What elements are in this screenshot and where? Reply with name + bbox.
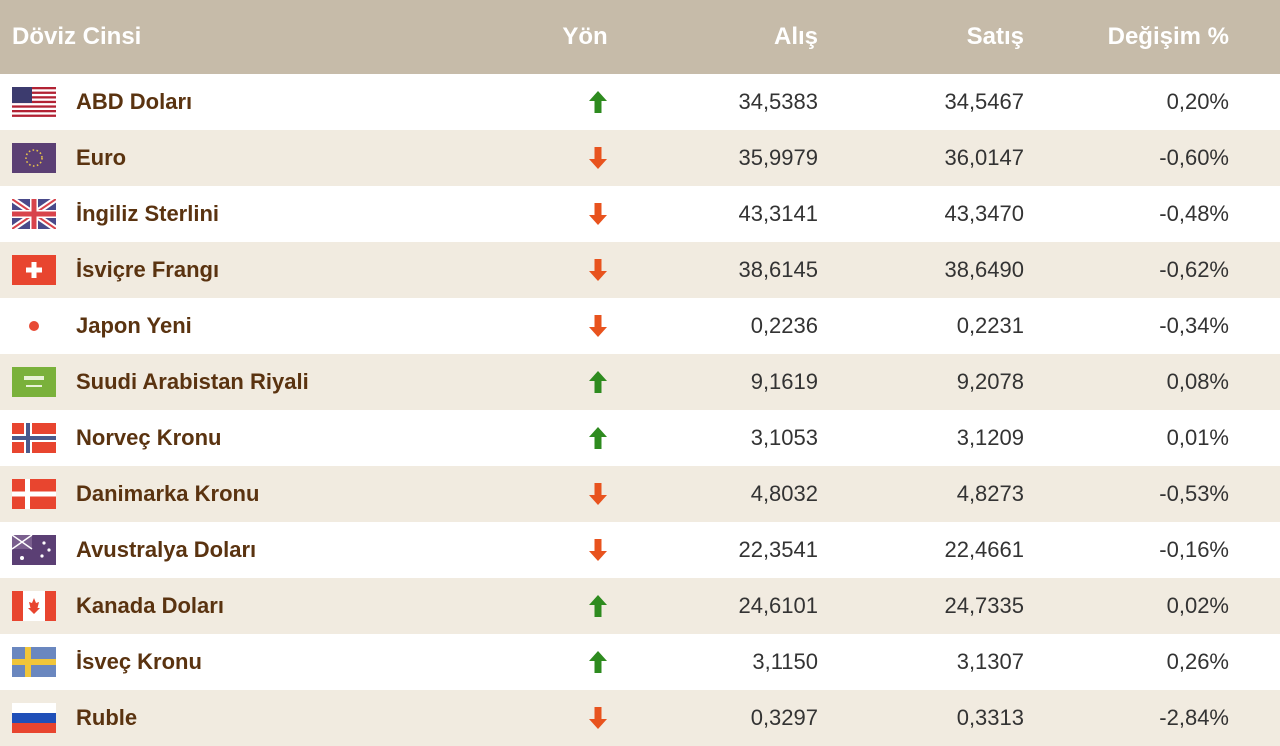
sell-value: 24,7335 bbox=[944, 593, 1024, 618]
header-currency[interactable]: Döviz Cinsi bbox=[12, 23, 142, 50]
buy-value: 35,9979 bbox=[738, 145, 818, 170]
table-row[interactable]: Japon Yeni 0,2236 0,2231 -0,34% bbox=[0, 298, 1280, 354]
arrow-up-icon bbox=[580, 410, 616, 466]
sell-value: 22,4661 bbox=[944, 537, 1024, 562]
currency-name[interactable]: İngiliz Sterlini bbox=[76, 201, 220, 226]
russia-flag-icon bbox=[12, 690, 56, 746]
table-row[interactable]: Avustralya Doları 22,3541 22,4661 -0,16% bbox=[0, 522, 1280, 578]
currency-name[interactable]: İsviçre Frangı bbox=[76, 257, 220, 282]
sell-value: 3,1307 bbox=[956, 649, 1024, 674]
currency-name[interactable]: Kanada Doları bbox=[76, 593, 224, 618]
change-value: -0,16% bbox=[1159, 537, 1229, 562]
table-row[interactable]: Suudi Arabistan Riyali 9,1619 9,2078 0,0… bbox=[0, 354, 1280, 410]
buy-value: 3,1053 bbox=[750, 425, 818, 450]
table-row[interactable]: İsveç Kronu 3,1150 3,1307 0,26% bbox=[0, 634, 1280, 690]
sell-value: 38,6490 bbox=[944, 257, 1024, 282]
change-value: 0,20% bbox=[1166, 89, 1229, 114]
arrow-down-icon bbox=[580, 130, 616, 186]
sweden-flag-icon bbox=[12, 634, 56, 690]
table-row[interactable]: ABD Doları 34,5383 34,5467 0,20% bbox=[0, 74, 1280, 130]
arrow-down-icon bbox=[580, 522, 616, 578]
currency-name[interactable]: Avustralya Doları bbox=[76, 537, 257, 562]
switzerland-flag-icon bbox=[12, 242, 56, 298]
sell-value: 9,2078 bbox=[956, 369, 1024, 394]
change-value: -0,62% bbox=[1159, 257, 1229, 282]
arrow-down-icon bbox=[580, 298, 616, 354]
buy-value: 43,3141 bbox=[738, 201, 818, 226]
table-header: Döviz Cinsi Yön Alış Satış Değişim % bbox=[0, 0, 1280, 74]
sell-value: 34,5467 bbox=[944, 89, 1024, 114]
australia-flag-icon bbox=[12, 522, 56, 578]
change-value: 0,26% bbox=[1166, 649, 1229, 674]
table-row[interactable]: İsviçre Frangı 38,6145 38,6490 -0,62% bbox=[0, 242, 1280, 298]
arrow-up-icon bbox=[580, 74, 616, 130]
header-sell[interactable]: Satış bbox=[966, 23, 1024, 50]
sell-value: 0,3313 bbox=[956, 705, 1024, 730]
currency-name[interactable]: İsveç Kronu bbox=[76, 649, 202, 674]
buy-value: 24,6101 bbox=[738, 593, 818, 618]
buy-value: 38,6145 bbox=[738, 257, 818, 282]
header-direction[interactable]: Yön bbox=[562, 23, 608, 50]
change-value: -0,34% bbox=[1159, 313, 1229, 338]
table-row[interactable]: Ruble 0,3297 0,3313 -2,84% bbox=[0, 690, 1280, 746]
arrow-down-icon bbox=[580, 242, 616, 298]
buy-value: 3,1150 bbox=[752, 649, 818, 674]
change-value: 0,02% bbox=[1166, 593, 1229, 618]
buy-value: 4,8032 bbox=[750, 481, 818, 506]
change-value: -0,60% bbox=[1159, 145, 1229, 170]
currency-name[interactable]: Danimarka Kronu bbox=[76, 481, 260, 506]
table-row[interactable]: Euro 35,9979 36,0147 -0,60% bbox=[0, 130, 1280, 186]
arrow-down-icon bbox=[580, 186, 616, 242]
change-value: -0,53% bbox=[1159, 481, 1229, 506]
table-row[interactable]: Danimarka Kronu 4,8032 4,8273 -0,53% bbox=[0, 466, 1280, 522]
norway-flag-icon bbox=[12, 410, 56, 466]
sell-value: 4,8273 bbox=[956, 481, 1024, 506]
arrow-down-icon bbox=[580, 690, 616, 746]
japan-flag-icon bbox=[12, 298, 56, 354]
table-row[interactable]: Norveç Kronu 3,1053 3,1209 0,01% bbox=[0, 410, 1280, 466]
currency-name[interactable]: Ruble bbox=[76, 705, 138, 730]
change-value: -0,48% bbox=[1159, 201, 1229, 226]
arrow-up-icon bbox=[580, 578, 616, 634]
canada-flag-icon bbox=[12, 578, 56, 634]
currency-name[interactable]: Norveç Kronu bbox=[76, 425, 222, 450]
eu-flag-icon bbox=[12, 130, 56, 186]
buy-value: 34,5383 bbox=[738, 89, 818, 114]
buy-value: 9,1619 bbox=[750, 369, 818, 394]
currency-name[interactable]: Suudi Arabistan Riyali bbox=[76, 369, 309, 394]
table-row[interactable]: Kanada Doları 24,6101 24,7335 0,02% bbox=[0, 578, 1280, 634]
currency-name[interactable]: Euro bbox=[76, 145, 127, 170]
buy-value: 0,2236 bbox=[750, 313, 818, 338]
buy-value: 0,3297 bbox=[750, 705, 818, 730]
sell-value: 36,0147 bbox=[944, 145, 1024, 170]
change-value: -2,84% bbox=[1159, 705, 1229, 730]
uk-flag-icon bbox=[12, 186, 56, 242]
saudi-arabia-flag-icon bbox=[12, 354, 56, 410]
header-buy[interactable]: Alış bbox=[773, 23, 818, 50]
sell-value: 43,3470 bbox=[944, 201, 1024, 226]
currency-name[interactable]: ABD Doları bbox=[76, 89, 193, 114]
denmark-flag-icon bbox=[12, 466, 56, 522]
sell-value: 3,1209 bbox=[956, 425, 1024, 450]
arrow-up-icon bbox=[580, 354, 616, 410]
currency-name[interactable]: Japon Yeni bbox=[76, 313, 192, 338]
table-row[interactable]: İngiliz Sterlini 43,3141 43,3470 -0,48% bbox=[0, 186, 1280, 242]
arrow-up-icon bbox=[580, 634, 616, 690]
arrow-down-icon bbox=[580, 466, 616, 522]
change-value: 0,01% bbox=[1166, 425, 1229, 450]
change-value: 0,08% bbox=[1166, 369, 1229, 394]
sell-value: 0,2231 bbox=[956, 313, 1024, 338]
buy-value: 22,3541 bbox=[738, 537, 818, 562]
usa-flag-icon bbox=[12, 74, 56, 130]
header-change[interactable]: Değişim % bbox=[1107, 23, 1229, 50]
